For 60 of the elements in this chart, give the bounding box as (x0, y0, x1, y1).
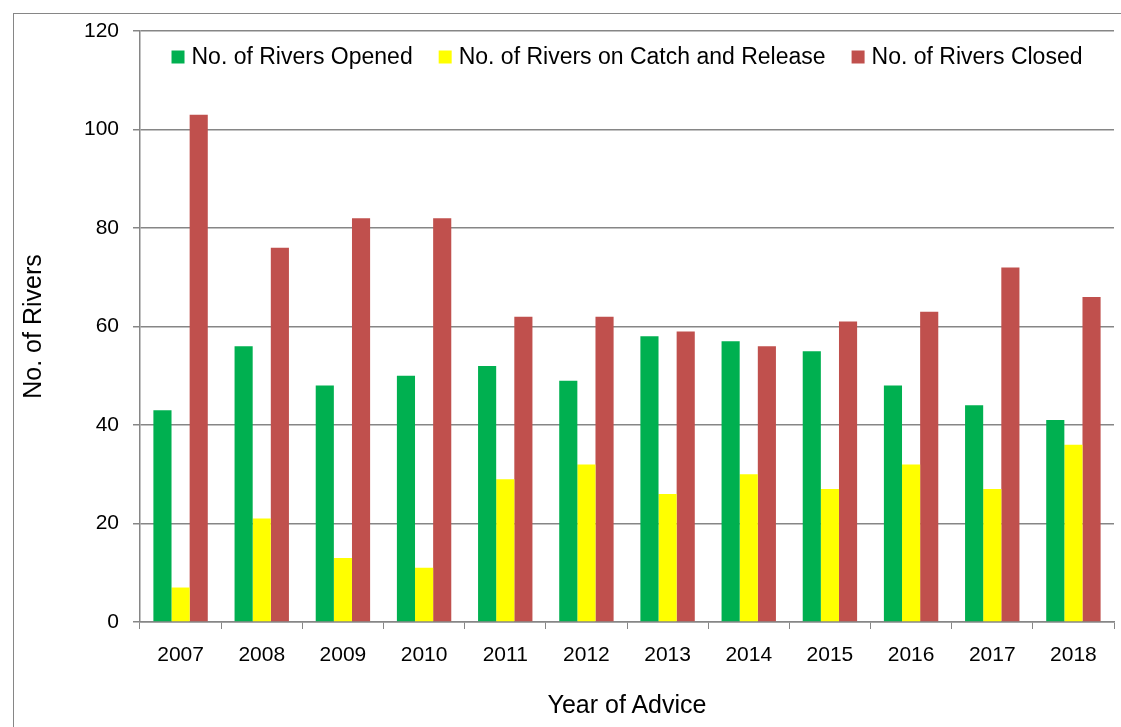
bar (1082, 296, 1101, 622)
bar (739, 474, 758, 622)
bar (234, 346, 253, 622)
bar (1046, 420, 1065, 622)
bar (1064, 444, 1083, 622)
x-tick-label: 2014 (725, 642, 773, 666)
bar (902, 464, 921, 622)
bar (396, 375, 416, 622)
bar (315, 385, 334, 622)
bar (577, 464, 596, 622)
bar (333, 557, 352, 622)
legend-label: No. of Rivers Opened (191, 43, 413, 70)
x-tick-label: 2012 (563, 642, 610, 666)
bar (478, 365, 497, 622)
x-tick-label: 2009 (319, 642, 367, 666)
bar (252, 518, 271, 622)
bar (496, 479, 515, 622)
x-tick-label: 2018 (1050, 642, 1097, 666)
x-tick-label: 2017 (968, 642, 1016, 666)
x-tick-label: 2013 (644, 642, 691, 666)
y-axis-title: No. of Rivers (17, 254, 46, 399)
x-tick-label: 2016 (887, 642, 935, 666)
y-tick-label: 120 (83, 17, 119, 41)
bar (802, 351, 821, 622)
bar (920, 311, 939, 622)
bar (965, 405, 984, 622)
bar (820, 489, 839, 622)
bar (721, 341, 740, 622)
bar (153, 410, 172, 622)
x-tick-label: 2007 (157, 642, 204, 666)
y-tick-label: 60 (95, 313, 119, 337)
y-tick-label: 0 (107, 608, 119, 632)
bar (270, 247, 289, 622)
y-tick-label: 100 (83, 116, 119, 140)
bar (514, 316, 533, 622)
y-tick-label: 80 (95, 214, 119, 238)
x-tick-label: 2011 (482, 642, 528, 666)
bar (757, 346, 776, 622)
bar (676, 331, 695, 622)
bar (983, 489, 1002, 622)
bar (595, 316, 614, 622)
bar (838, 321, 858, 622)
bar (171, 587, 190, 622)
bar (640, 336, 659, 622)
x-tick-label: 2010 (400, 642, 448, 666)
x-tick-label: 2015 (806, 642, 854, 666)
y-tick-label: 20 (95, 510, 119, 534)
legend-label: No. of Rivers Closed (871, 43, 1083, 70)
x-tick-label: 2008 (238, 642, 286, 666)
bar (658, 493, 677, 622)
bar (559, 380, 578, 622)
bar (351, 218, 371, 622)
bar (415, 567, 434, 622)
x-axis-title: Year of Advice (547, 689, 707, 718)
bar (1001, 267, 1020, 622)
bar (433, 218, 452, 622)
legend-label: No. of Rivers on Catch and Release (458, 43, 826, 70)
bar (189, 114, 208, 622)
y-tick-label: 40 (95, 411, 119, 435)
bar (883, 385, 903, 622)
